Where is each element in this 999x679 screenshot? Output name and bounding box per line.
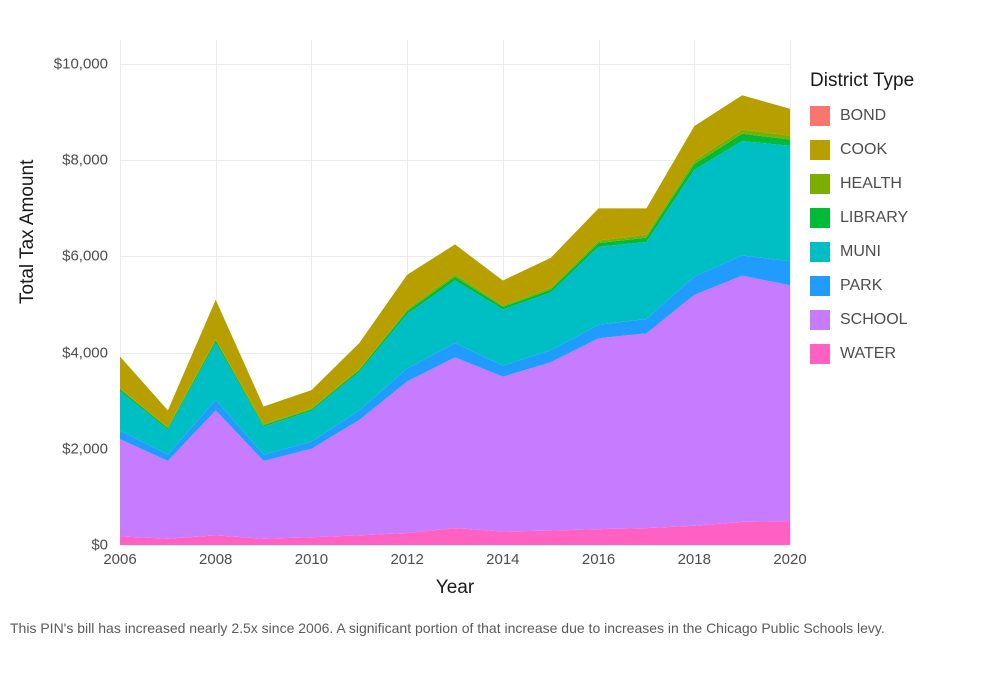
legend-item-library: LIBRARY xyxy=(810,204,914,232)
x-tick-label: 2016 xyxy=(582,551,615,568)
legend-label: HEALTH xyxy=(840,175,902,193)
chart-container: Total Tax Amount Year District Type BOND… xyxy=(10,10,989,610)
legend-item-bond: BOND xyxy=(810,102,914,130)
legend-swatch xyxy=(810,140,830,160)
stacked-area-svg xyxy=(120,40,790,545)
legend-swatch xyxy=(810,344,830,364)
legend-swatch xyxy=(810,174,830,194)
legend-swatch xyxy=(810,310,830,330)
y-tick-label: $4,000 xyxy=(10,344,108,361)
legend-swatch xyxy=(810,106,830,126)
grid-line-horizontal xyxy=(120,545,790,546)
grid-line-vertical xyxy=(790,40,791,545)
x-axis-title: Year xyxy=(120,577,790,599)
legend-item-park: PARK xyxy=(810,272,914,300)
legend-label: WATER xyxy=(840,345,896,363)
legend-item-water: WATER xyxy=(810,340,914,368)
legend-swatch xyxy=(810,242,830,262)
x-tick-label: 2014 xyxy=(486,551,519,568)
y-tick-label: $6,000 xyxy=(10,248,108,265)
plot-area xyxy=(120,40,790,545)
legend-label: PARK xyxy=(840,277,882,295)
legend-label: COOK xyxy=(840,141,887,159)
legend-label: LIBRARY xyxy=(840,209,908,227)
legend-swatch xyxy=(810,208,830,228)
legend-item-muni: MUNI xyxy=(810,238,914,266)
x-tick-label: 2006 xyxy=(103,551,136,568)
legend-item-cook: COOK xyxy=(810,136,914,164)
y-tick-label: $0 xyxy=(10,537,108,554)
chart-caption: This PIN's bill has increased nearly 2.5… xyxy=(10,618,989,639)
x-tick-label: 2020 xyxy=(773,551,806,568)
legend-title: District Type xyxy=(810,70,914,92)
y-tick-label: $10,000 xyxy=(10,56,108,73)
legend-label: BOND xyxy=(840,107,886,125)
y-tick-label: $2,000 xyxy=(10,440,108,457)
y-tick-label: $8,000 xyxy=(10,152,108,169)
x-tick-label: 2008 xyxy=(199,551,232,568)
y-axis-title: Total Tax Amount xyxy=(17,280,39,304)
x-tick-label: 2018 xyxy=(678,551,711,568)
legend: District Type BOND COOK HEALTH LIBRARY MUNI P… xyxy=(810,70,914,374)
legend-item-school: SCHOOL xyxy=(810,306,914,334)
legend-label: MUNI xyxy=(840,243,881,261)
x-tick-label: 2012 xyxy=(390,551,423,568)
legend-item-health: HEALTH xyxy=(810,170,914,198)
legend-label: SCHOOL xyxy=(840,311,908,329)
legend-swatch xyxy=(810,276,830,296)
x-tick-label: 2010 xyxy=(295,551,328,568)
